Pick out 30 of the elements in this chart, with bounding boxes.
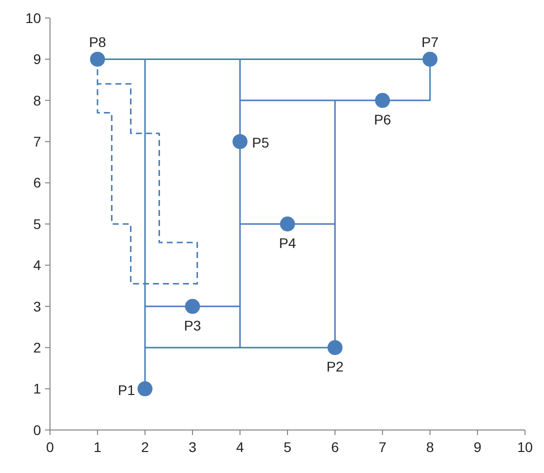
x-tick-label: 1	[94, 439, 102, 455]
data-label: P4	[278, 235, 296, 251]
y-tick-label: 0	[33, 422, 42, 438]
y-tick-label: 8	[33, 92, 42, 108]
y-tick-label: 10	[25, 10, 42, 26]
x-tick-label: 9	[474, 439, 482, 455]
data-label: P3	[184, 317, 202, 334]
y-tick-label: 9	[33, 51, 42, 68]
y-tick-label: 6	[33, 174, 42, 191]
data-label: P5	[252, 134, 270, 151]
y-tick-label: 4	[33, 257, 42, 274]
x-tick-label: 0	[46, 439, 54, 455]
y-tick-label: 5	[33, 216, 42, 232]
y-tick-label: 2	[33, 340, 42, 356]
x-tick-label: 2	[141, 439, 150, 455]
x-tick-label: 8	[426, 439, 434, 455]
y-tick-label: 7	[33, 134, 42, 150]
data-label: P8	[88, 34, 106, 50]
x-tick-label: 3	[188, 439, 197, 455]
data-label: P1	[118, 382, 136, 398]
x-tick-label: 6	[331, 439, 340, 455]
x-tick-label: 10	[517, 439, 533, 455]
data-label: P6	[374, 111, 392, 128]
y-tick-label: 1	[33, 380, 42, 397]
y-tick-label: 3	[33, 298, 42, 314]
data-label: P7	[421, 34, 439, 50]
x-tick-label: 5	[284, 439, 292, 455]
x-tick-label: 7	[378, 439, 387, 455]
x-tick-label: 4	[236, 439, 244, 455]
data-label: P2	[326, 358, 344, 375]
